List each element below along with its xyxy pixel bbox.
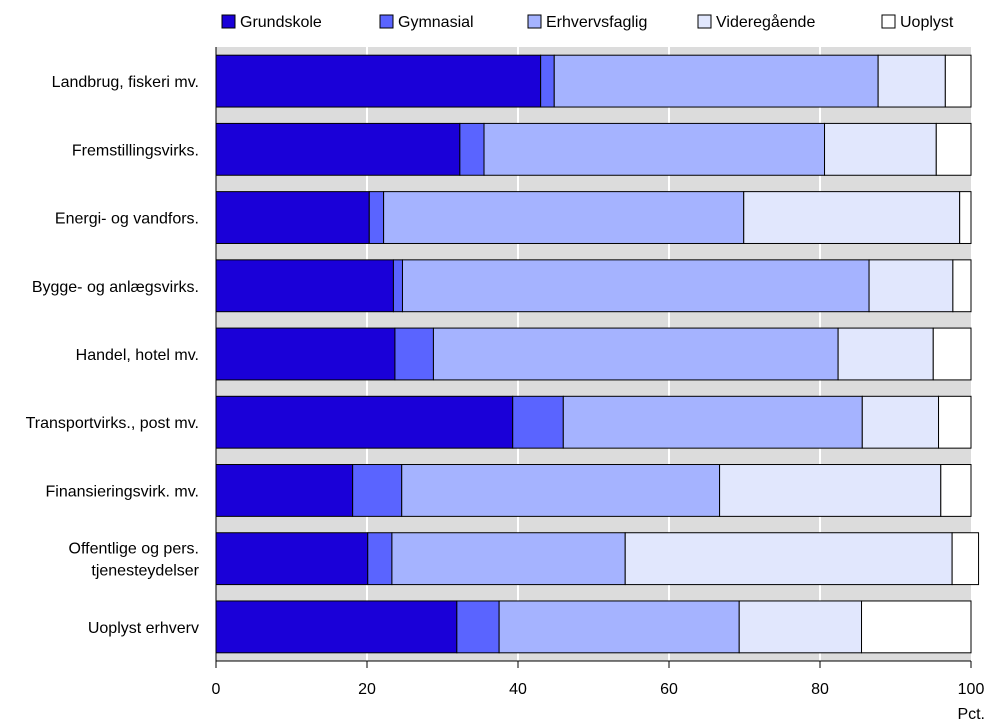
legend: Grundskole Gymnasial Erhvervsfaglig Videreg… [221,13,954,31]
bar-segment-erhvervsfaglig [432,327,839,381]
bar-segment-erhvervsfaglig [401,259,870,313]
legend-swatch [379,14,394,29]
bar-segment-videreg-ende [743,191,961,244]
x-axis: 0 20 40 60 80 100 [212,47,985,698]
bar-segment-videreg-ende [861,395,940,449]
bar-segment-gymnasial [456,600,500,654]
bar-segment-gymnasial [512,395,564,449]
legend-swatch [697,14,712,29]
legend-swatch [881,14,896,29]
bar-segment-gymnasial [459,122,485,176]
bar-segment-gymnasial [540,54,555,108]
bar-segment-videreg-ende [868,259,954,313]
bar-segment-uoplyst [952,259,972,313]
bar-segment-uoplyst [861,600,972,654]
bar-segment-grundskole [215,532,369,586]
bar-segment-grundskole [215,259,394,313]
bars [215,54,980,654]
bar-segment-uoplyst [932,327,972,381]
category-labels: Landbrug, fiskeri mv. Fremstillingsvirks.… [26,74,200,637]
x-tick-label: 40 [509,681,527,698]
bar-segment-uoplyst [959,191,972,244]
x-tick-label: 100 [958,681,985,698]
bar-segment-gymnasial [352,464,403,517]
bar-segment-grundskole [215,327,396,381]
bar-segment-videreg-ende [719,464,942,517]
bar-segment-uoplyst [951,532,980,586]
legend-swatch [221,14,236,29]
bar-segment-gymnasial [368,191,385,244]
category-label: Landbrug, fiskeri mv. [52,74,199,91]
bar-segment-gymnasial [367,532,393,586]
bar-segment-grundskole [215,395,514,449]
legend-label: Videregående [716,13,815,31]
legend-label: Grundskole [240,14,322,31]
legend-label: Erhvervsfaglig [546,14,647,31]
x-tick-label: 80 [811,681,829,698]
bar-segment-erhvervsfaglig [383,191,745,244]
bar-segment-erhvervsfaglig [483,122,826,176]
bar-segment-uoplyst [940,464,972,517]
category-label: tjenesteydelser [91,563,199,580]
x-tick-label: 20 [358,681,376,698]
bar-segment-uoplyst [944,54,972,108]
x-tick-label: 0 [212,681,221,698]
bar-segment-erhvervsfaglig [498,600,740,654]
category-label: Fremstillingsvirks. [72,142,199,159]
bar-segment-grundskole [215,600,458,654]
legend-label: Uoplyst [900,14,954,31]
legend-label: Gymnasial [398,14,474,31]
x-axis-unit-label: Pct. [957,706,985,723]
category-label: Offentlige og pers. [69,541,199,558]
bar-segment-videreg-ende [738,600,863,654]
bar-segment-grundskole [215,122,461,176]
bar-segment-videreg-ende [824,122,937,176]
category-label: Uoplyst erhverv [88,620,199,637]
x-tick-label: 60 [660,681,678,698]
category-label: Transportvirks., post mv. [26,415,199,432]
category-label: Handel, hotel mv. [76,347,199,364]
bar-segment-gymnasial [394,327,434,381]
legend-swatch [527,14,542,29]
bar-segment-videreg-ende [837,327,934,381]
bar-segment-erhvervsfaglig [401,464,721,517]
bar-segment-erhvervsfaglig [553,54,879,108]
bar-segment-videreg-ende [624,532,953,586]
bar-segment-grundskole [215,464,354,517]
category-label: Bygge- og anlægsvirks. [32,279,199,296]
bar-segment-grundskole [215,54,542,108]
bar-segment-gymnasial [392,259,403,313]
bar-segment-videreg-ende [877,54,946,108]
category-label: Finansieringsvirk. mv. [45,483,199,500]
bar-segment-grundskole [215,191,370,244]
bar-segment-erhvervsfaglig [562,395,863,449]
bar-segment-uoplyst [938,395,972,449]
category-label: Energi- og vandfors. [55,211,199,228]
bar-segment-uoplyst [935,122,972,176]
bar-segment-erhvervsfaglig [391,532,626,586]
